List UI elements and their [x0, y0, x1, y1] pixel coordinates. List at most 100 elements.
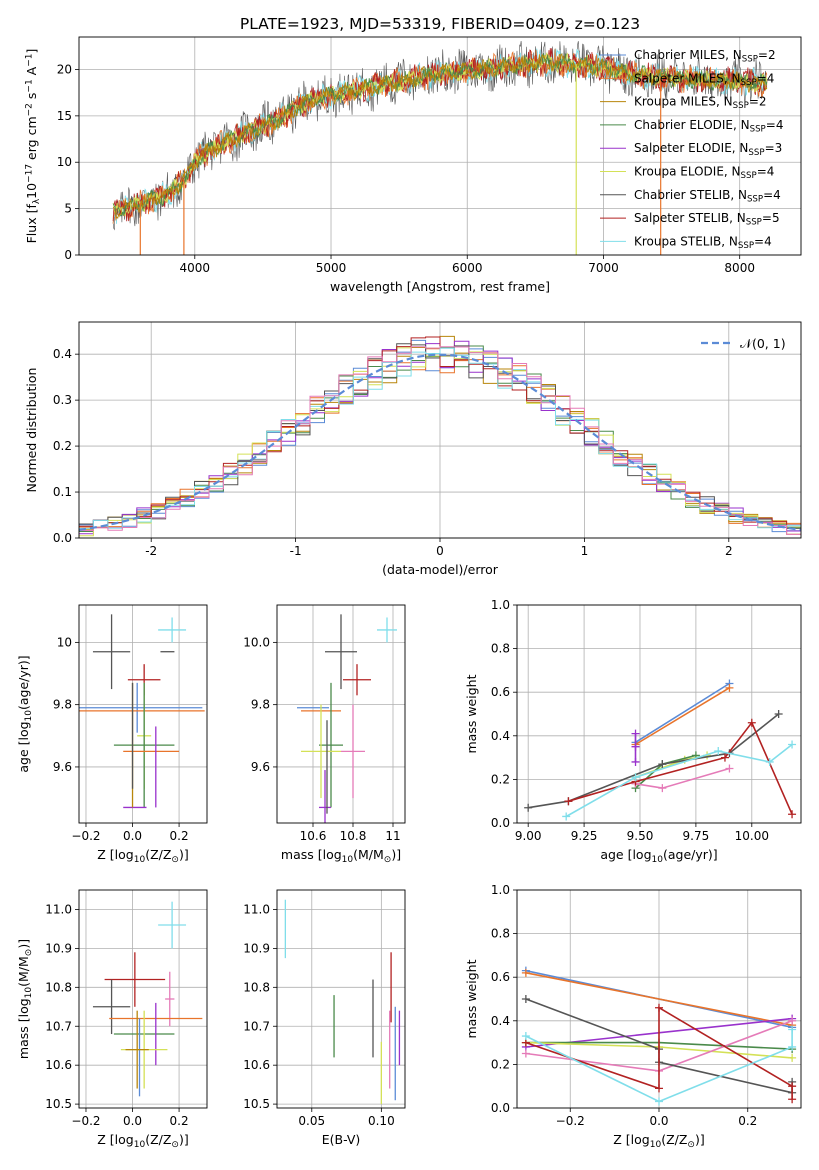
plus-marker — [788, 1082, 797, 1091]
plus-marker — [747, 718, 756, 727]
legend-entry: Chabrier ELODIE, NSSP​=4 — [634, 118, 783, 135]
legend-entry: Salpeter MILES, NSSP​=4 — [634, 71, 774, 88]
y-tick-label: 9.8 — [53, 698, 72, 712]
plot-area-weight_vs_age — [524, 679, 797, 821]
plus-marker — [725, 683, 734, 692]
x-tick-label: −0.2 — [71, 829, 100, 843]
x-axis-label: Z [log10​(Z/Z⊙​)] — [97, 847, 188, 865]
y-tick-label: 10.6 — [45, 1058, 72, 1072]
axes-frame — [276, 604, 406, 824]
plus-marker — [524, 803, 533, 812]
x-axis-label: (data-model)/error — [382, 562, 499, 577]
y-tick-label: 0.0 — [53, 531, 72, 545]
plus-marker — [788, 1016, 797, 1025]
gaussian-curve — [79, 353, 801, 531]
x-tick-label: 10.6 — [300, 829, 327, 843]
x-tick-label: 1 — [581, 544, 589, 558]
plus-marker — [521, 995, 530, 1003]
plus-marker — [655, 1097, 663, 1106]
y-tick-label: 0.6 — [491, 685, 510, 699]
plus-marker — [720, 753, 729, 762]
weight-line-kroupa-stelib — [565, 743, 793, 818]
y-tick-label: 9.6 — [251, 760, 270, 774]
x-tick-label: 9.00 — [515, 829, 542, 843]
plot-weight_vs_Z: −0.2 0.0 0.2 0.0 0.2 0.4 0.6 0.8 1.0 Z [log10​(Z/… — [464, 883, 802, 1150]
plus-marker — [631, 757, 640, 766]
y-tick-label: 0 — [64, 248, 72, 262]
x-tick-label: -1 — [290, 544, 302, 558]
x-tick-label: 0.2 — [170, 1114, 189, 1128]
plot-area-spectrum — [112, 40, 768, 255]
plus-marker — [631, 742, 640, 751]
x-tick-label: -2 — [145, 544, 157, 558]
plus-marker — [788, 1095, 797, 1104]
y-tick-label: 0.1 — [53, 485, 72, 499]
weight-line-chabrier-stelib — [528, 713, 780, 809]
x-tick-label: 9.75 — [683, 829, 710, 843]
y-tick-label: 10.6 — [243, 1058, 270, 1072]
x-axis-label: E(B-V) — [322, 1132, 361, 1147]
plus-marker — [631, 773, 640, 782]
legend-entry: Salpeter STELIB, NSSP​=5 — [634, 211, 780, 228]
y-tick-label: 0.0 — [491, 816, 510, 830]
x-tick-label: 0.0 — [123, 1114, 142, 1128]
x-tick-label: 0.2 — [738, 1114, 757, 1128]
x-axis-label: age [log10​(age/yr)] — [600, 847, 717, 865]
plot-area-mass_vs_Z — [92, 901, 203, 1097]
x-tick-label: 10.00 — [735, 829, 769, 843]
plot-residuals: -2 -1 0 1 2 0.0 0.1 0.2 0.3 0.4 (data-model)/error… — [24, 321, 802, 577]
y-axis-label: Flux [fλ​10−17​ erg cm−2​ s−1​ A−1​] — [24, 49, 42, 244]
y-tick-label: 10 — [57, 155, 72, 169]
axes-frame — [78, 889, 208, 1109]
y-tick-label: 0.8 — [491, 927, 510, 941]
plus-marker — [788, 1053, 797, 1062]
plot-area-age_vs_mass — [297, 614, 397, 823]
legend-entry: Salpeter ELODIE, NSSP​=3 — [634, 141, 782, 158]
x-tick-label: 0.10 — [368, 1114, 395, 1128]
x-tick-label: 8000 — [724, 261, 755, 275]
plus-marker — [788, 740, 797, 749]
axes-frame — [78, 36, 802, 256]
y-tick-label: 10.7 — [45, 1019, 72, 1033]
plus-marker — [658, 760, 667, 769]
y-tick-label: 10 — [57, 635, 72, 649]
plot-area-weight_vs_Z — [521, 966, 797, 1106]
x-tick-label: 0.0 — [649, 1114, 668, 1128]
plot-mass_vs_ebv: 0.05 0.10 10.5 10.6 10.7 10.8 10.9 11.0 E(B-V) — [243, 889, 406, 1147]
legend: Chabrier MILES, NSSP​=2 Salpeter MILES, N… — [600, 48, 783, 251]
y-tick-label: 0.4 — [53, 347, 72, 361]
plot-mass_vs_Z: −0.2 0.0 0.2 10.5 10.6 10.7 10.8 10.9 11.0 Z [log… — [16, 889, 208, 1150]
axes-frame — [78, 604, 208, 824]
plus-marker — [658, 784, 667, 793]
y-tick-label: 10.8 — [45, 980, 72, 994]
plot-spectrum: 4000 5000 6000 7000 8000 0 5 10 15 20 wavelength [… — [24, 36, 802, 294]
y-tick-label: 10.5 — [243, 1097, 270, 1111]
y-axis-label: Normed distribution — [24, 368, 39, 493]
y-tick-label: 10.0 — [243, 635, 270, 649]
plus-marker — [655, 1084, 663, 1093]
plus-marker — [562, 812, 571, 821]
x-tick-label: 0.05 — [298, 1114, 325, 1128]
figure-title: PLATE=1923, MJD=53319, FIBERID=0409, z=0… — [240, 15, 640, 33]
y-tick-label: 10.9 — [45, 941, 72, 955]
legend-entry: Kroupa MILES, NSSP​=2 — [634, 95, 767, 112]
y-axis-label: mass [log10​(M/M⊙​)] — [16, 939, 34, 1059]
y-tick-label: 5 — [64, 202, 72, 216]
x-axis-label: Z [log10​(Z/Z⊙​)] — [97, 1132, 188, 1150]
plus-marker — [521, 1049, 530, 1058]
plus-marker — [774, 710, 783, 718]
weight-line-chabrier-miles — [635, 682, 730, 743]
plus-marker — [521, 968, 530, 977]
plot-age_vs_mass: 10.6 10.8 11 9.6 9.8 10.0 mass [log10​(M/M⊙​)] — [243, 604, 406, 865]
weight-line-salpeter-miles — [635, 687, 730, 746]
y-tick-label: 0.6 — [491, 970, 510, 984]
y-tick-label: 0.8 — [491, 642, 510, 656]
legend-entry: 𝒩(0, 1) — [740, 336, 786, 351]
y-tick-label: 9.8 — [251, 698, 270, 712]
y-tick-label: 10.7 — [243, 1019, 270, 1033]
x-tick-label: 0 — [436, 544, 444, 558]
y-tick-label: 0.2 — [491, 1057, 510, 1071]
plot-area-residuals — [79, 335, 801, 538]
x-tick-label: 4000 — [180, 261, 211, 275]
